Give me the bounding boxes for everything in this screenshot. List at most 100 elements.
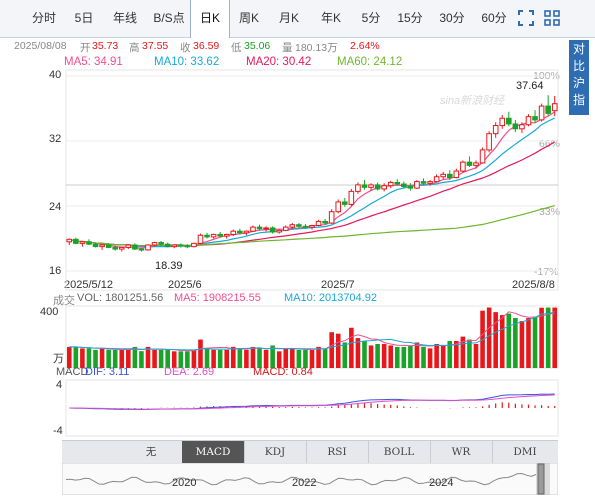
compare-char: 沪 (572, 76, 585, 90)
volume-bar (283, 348, 289, 368)
volume-bar (545, 307, 551, 368)
candle-body (223, 233, 230, 237)
tab-60min[interactable]: 60分 (481, 11, 507, 25)
volume-bar (158, 349, 164, 368)
volume-bar (506, 313, 512, 368)
candle-body (532, 116, 538, 121)
indicator-tab-rsi[interactable]: RSI (306, 441, 369, 463)
settings-icon[interactable] (544, 10, 560, 26)
tab-buy-sell-points[interactable]: B/S点 (153, 11, 185, 25)
dif-label: DIF: 3.11 (85, 366, 130, 378)
candle-body (538, 105, 545, 121)
candle-body (348, 190, 355, 205)
candle-body (204, 234, 210, 238)
info-high-label: 高 (129, 42, 140, 54)
date-axis-label: 2025/6 (168, 279, 202, 291)
candle-body (519, 124, 525, 130)
volume-bar (519, 320, 525, 368)
volume-bar (316, 346, 321, 368)
info-high: 37.55 (142, 40, 169, 52)
tab-yearly-k[interactable]: 年K (320, 11, 341, 25)
info-low: 35.06 (244, 40, 271, 52)
candle-body (171, 244, 178, 248)
compare-index-button[interactable]: 对 比 沪 指 (569, 40, 589, 115)
date-axis-label: 2025/5/12 (64, 279, 113, 291)
volume-bar (290, 348, 295, 368)
candle-body (237, 230, 243, 234)
info-open-label: 开 (80, 42, 91, 54)
tab-year-line[interactable]: 年线 (112, 11, 137, 25)
tab-weekly-k[interactable]: 周K (238, 11, 259, 25)
volume-bar (513, 318, 518, 368)
dif-line (69, 393, 555, 411)
tab-30min[interactable]: 30分 (439, 11, 465, 25)
volume-bar (381, 343, 387, 368)
tab-daily-k[interactable]: 日K (190, 0, 230, 38)
tab-intraday[interactable]: 分时 (31, 11, 56, 25)
ma5-legend: MA5: 34.91 (64, 56, 123, 68)
volume-bar (375, 343, 380, 368)
candle-body (164, 243, 171, 248)
candle-body (486, 133, 492, 151)
volume-bar (80, 348, 85, 368)
tab-5min[interactable]: 5分 (361, 11, 381, 25)
indicator-tab-macd[interactable]: MACD (182, 441, 245, 463)
candle-body (335, 201, 342, 213)
candle-body (125, 244, 132, 248)
indicator-tab-none[interactable]: 无 (120, 441, 183, 463)
candle-body (381, 185, 387, 190)
indicator-tab-dmi[interactable]: DMI (513, 446, 537, 458)
info-date: 2025/08/08 (14, 40, 67, 52)
volume-bar (191, 349, 197, 368)
volume-bar (493, 312, 498, 368)
volume-bar (198, 339, 203, 368)
candle-body (401, 183, 407, 187)
indicator-tab-kdj[interactable]: KDJ (244, 441, 307, 463)
dea-label: DEA: 2.69 (164, 366, 215, 378)
candle-body (243, 230, 250, 234)
candle-body (269, 227, 276, 233)
volume-bar (368, 345, 374, 368)
volume-bar (171, 351, 177, 368)
low-annotation: 18.39 (155, 260, 183, 272)
price-axis-label: 32 (49, 133, 62, 145)
candle-body (210, 233, 217, 238)
candle-body (263, 227, 269, 230)
candle-body (506, 117, 512, 125)
candle-body (99, 244, 105, 248)
fullscreen-icon[interactable] (518, 10, 534, 26)
timeline-label: 2022 (292, 477, 316, 489)
compare-char: 指 (572, 93, 585, 107)
tab-5day[interactable]: 5日 (74, 11, 94, 25)
candle-body (433, 176, 440, 183)
info-volume-label: 量 (282, 42, 293, 54)
candle-body (551, 103, 558, 112)
compare-char: 对 (572, 42, 585, 56)
volume-bar (427, 348, 433, 368)
indicator-tab-boll[interactable]: BOLL (368, 441, 431, 463)
tab-15min[interactable]: 15分 (397, 11, 423, 25)
tab-monthly-k[interactable]: 月K (278, 11, 299, 25)
volume-bar (132, 346, 138, 368)
volume-bar (276, 351, 282, 368)
macd-axis-bottom: -4 (53, 425, 63, 437)
volume-bar (454, 341, 459, 368)
macd-value-label: MACD: 0.84 (253, 366, 313, 378)
volume-bar (178, 351, 184, 368)
info-low-label: 低 (231, 42, 242, 54)
candle-body (387, 181, 394, 187)
indicator-tab-wr[interactable]: WR (430, 441, 493, 463)
volume-bar (499, 315, 505, 368)
volume-bar (401, 346, 407, 368)
volume-bar (539, 307, 544, 368)
timeline-handle[interactable] (537, 463, 545, 495)
vol-ma5-label: MA5: 1908215.55 (174, 292, 261, 304)
candle-body (309, 225, 315, 228)
volume-bar (329, 332, 334, 368)
info-open: 35.73 (92, 40, 119, 52)
volume-bar (237, 348, 243, 368)
timeline-navigator[interactable]: 2020 2022 2024 (62, 463, 558, 495)
vol-label: VOL: 1801251.56 (77, 292, 164, 304)
candle-body (512, 123, 519, 130)
